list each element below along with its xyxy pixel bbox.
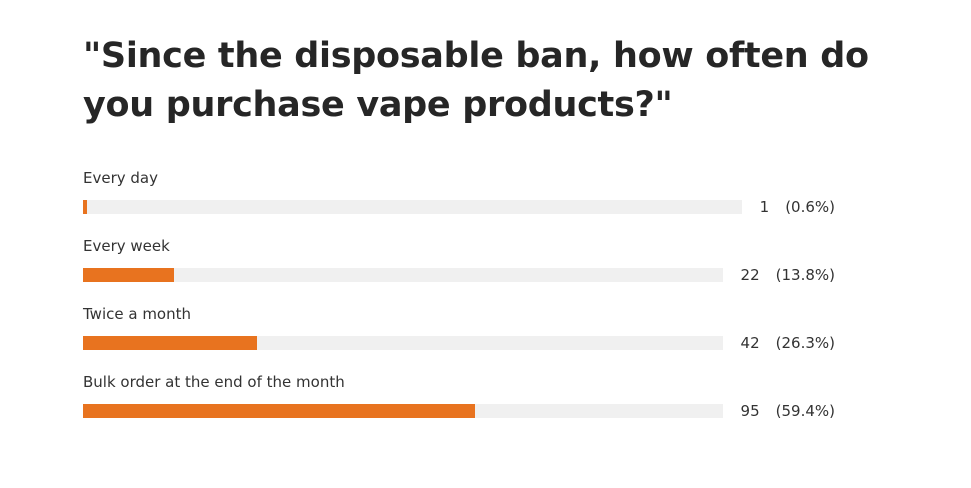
poll-title: "Since the disposable ban, how often do … — [83, 36, 869, 125]
option-stats: 95 (59.4%) — [741, 401, 835, 421]
vote-percent: (59.4%) — [775, 402, 835, 420]
option-label: Every week — [83, 237, 170, 255]
option-label: Bulk order at the end of the month — [83, 373, 345, 391]
bar-fill — [83, 404, 476, 418]
bar-fill — [83, 200, 87, 214]
option-stats: 22 (13.8%) — [741, 265, 835, 285]
bar-track — [83, 268, 723, 282]
vote-percent: (0.6%) — [785, 198, 835, 216]
bar-fill — [83, 268, 175, 282]
poll-option: Bulk order at the end of the month 95 (59… — [83, 372, 843, 440]
poll-results: Every day 1 (0.6%) Every week 22 (13.8%) T… — [83, 168, 843, 440]
bar-track — [83, 200, 742, 214]
vote-count: 95 — [740, 402, 760, 420]
option-label: Every day — [83, 169, 158, 187]
option-stats: 1 (0.6%) — [760, 197, 835, 217]
vote-count: 42 — [740, 334, 760, 352]
bar-fill — [83, 336, 257, 350]
vote-percent: (13.8%) — [775, 266, 835, 284]
poll-option: Every day 1 (0.6%) — [83, 168, 843, 236]
bar-track — [83, 404, 723, 418]
bar-track — [83, 336, 723, 350]
poll-option: Every week 22 (13.8%) — [83, 236, 843, 304]
option-label: Twice a month — [83, 305, 192, 323]
vote-count: 1 — [759, 198, 770, 216]
option-stats: 42 (26.3%) — [741, 333, 835, 353]
vote-percent: (26.3%) — [775, 334, 835, 352]
vote-count: 22 — [740, 266, 760, 284]
poll-option: Twice a month 42 (26.3%) — [83, 304, 843, 372]
